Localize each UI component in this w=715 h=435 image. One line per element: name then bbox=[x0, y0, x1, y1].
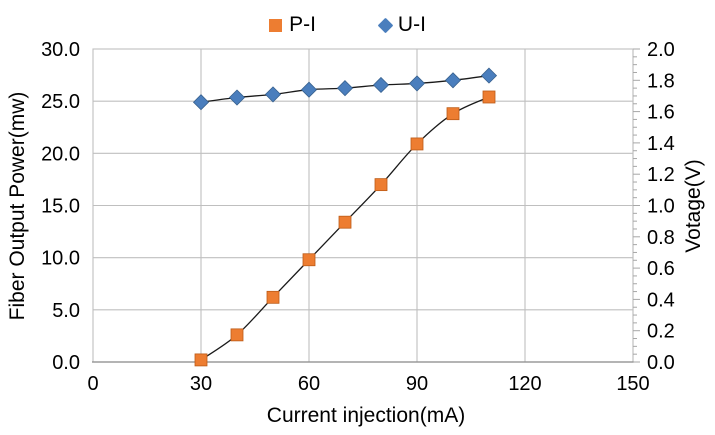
legend-item-pi: P-I bbox=[269, 13, 316, 37]
legend-label-ui: U-I bbox=[397, 13, 426, 36]
svg-text:60: 60 bbox=[298, 373, 320, 395]
svg-text:0.0: 0.0 bbox=[647, 352, 675, 374]
legend-label-pi: P-I bbox=[289, 13, 316, 36]
svg-text:120: 120 bbox=[508, 373, 541, 395]
svg-text:90: 90 bbox=[406, 373, 428, 395]
svg-text:5.0: 5.0 bbox=[52, 300, 80, 322]
left-axis-title: Fiber Output Power(mw) bbox=[6, 92, 29, 321]
ui-diamond-marker-icon bbox=[377, 17, 394, 33]
svg-text:0.8: 0.8 bbox=[647, 227, 675, 249]
svg-text:1.2: 1.2 bbox=[647, 164, 675, 186]
pi-square-marker-icon bbox=[269, 18, 283, 32]
svg-text:20.0: 20.0 bbox=[41, 143, 80, 165]
svg-text:25.0: 25.0 bbox=[41, 91, 80, 113]
x-tick-labels: 0 30 60 90 120 150 bbox=[87, 373, 649, 395]
svg-text:150: 150 bbox=[616, 373, 649, 395]
svg-text:10.0: 10.0 bbox=[41, 248, 80, 270]
gridlines bbox=[93, 48, 634, 362]
svg-text:15.0: 15.0 bbox=[41, 196, 80, 218]
svg-text:0.4: 0.4 bbox=[647, 289, 675, 311]
svg-text:1.0: 1.0 bbox=[647, 196, 675, 218]
svg-text:30: 30 bbox=[190, 373, 212, 395]
svg-text:0.0: 0.0 bbox=[52, 352, 80, 374]
right-axis-title: Votage(V) bbox=[682, 159, 705, 252]
svg-text:0.6: 0.6 bbox=[647, 258, 675, 280]
svg-text:0.2: 0.2 bbox=[647, 321, 675, 343]
svg-text:1.6: 1.6 bbox=[647, 102, 675, 124]
svg-text:1.8: 1.8 bbox=[647, 70, 675, 92]
series-markers bbox=[192, 67, 498, 367]
right-tick-labels: 0.0 0.2 0.4 0.6 0.8 1.0 1.2 1.4 1.6 1.8 2.0 bbox=[647, 39, 675, 374]
svg-text:0: 0 bbox=[87, 373, 98, 395]
svg-text:1.4: 1.4 bbox=[647, 133, 675, 155]
svg-text:2.0: 2.0 bbox=[647, 39, 675, 61]
legend-item-ui: U-I bbox=[377, 13, 426, 37]
right-axis-ticks bbox=[633, 48, 640, 363]
legend: P-I U-I bbox=[0, 13, 705, 37]
left-tick-labels: 0.0 5.0 10.0 15.0 20.0 25.0 30.0 bbox=[41, 39, 80, 374]
svg-text:30.0: 30.0 bbox=[41, 39, 80, 61]
x-axis-title: Current injection(mA) bbox=[267, 404, 465, 427]
